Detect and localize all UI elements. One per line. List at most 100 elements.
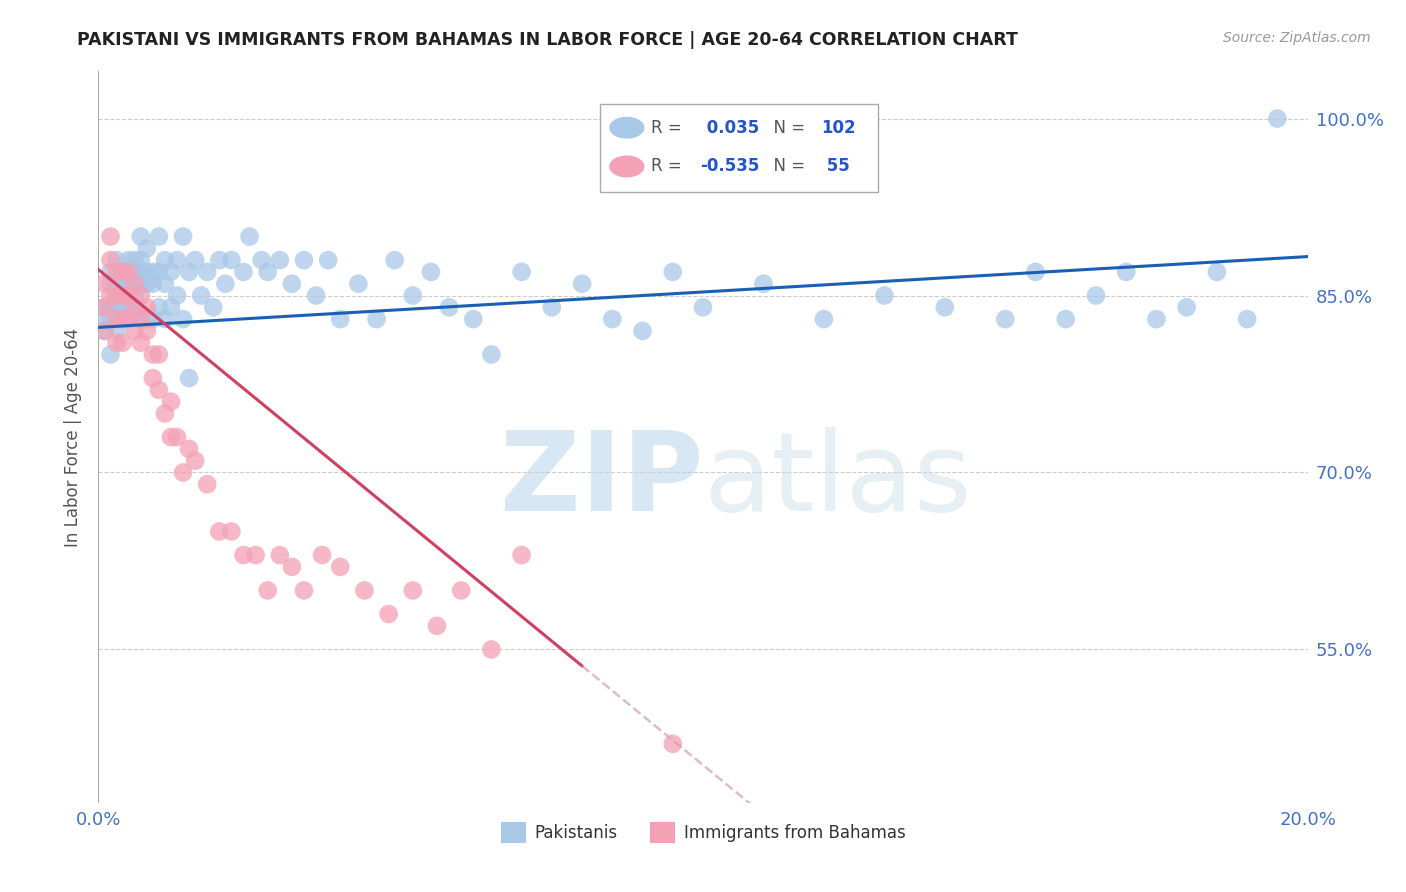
Point (602, 312, 624, 326)
Point (661, 265, 683, 279)
Point (813, 312, 835, 326)
Point (1024, 265, 1046, 279)
Point (148, 301, 170, 315)
Point (124, 277, 146, 291)
Point (100, 347, 122, 361)
Point (256, 265, 278, 279)
Point (179, 371, 201, 385)
Point (111, 312, 134, 326)
Point (1175, 301, 1198, 315)
Point (239, 229, 262, 244)
Point (105, 265, 128, 279)
Text: PAKISTANI VS IMMIGRANTS FROM BAHAMAS IN LABOR FORCE | AGE 20-64 CORRELATION CHAR: PAKISTANI VS IMMIGRANTS FROM BAHAMAS IN … (77, 31, 1018, 49)
Point (118, 312, 141, 326)
Point (481, 642, 503, 657)
Point (402, 288, 425, 302)
Point (135, 241, 157, 255)
Point (105, 312, 128, 326)
Point (100, 253, 122, 268)
Point (311, 548, 333, 562)
Point (100, 265, 122, 279)
Point (208, 253, 231, 268)
Point (118, 288, 141, 302)
Point (129, 288, 152, 302)
Point (245, 548, 267, 562)
Point (1267, 112, 1289, 126)
Point (934, 301, 956, 315)
Point (347, 277, 370, 291)
Legend: Pakistanis, Immigrants from Bahamas: Pakistanis, Immigrants from Bahamas (494, 815, 912, 849)
Point (111, 335, 134, 350)
Point (111, 312, 134, 326)
Point (105, 253, 128, 268)
Point (166, 253, 188, 268)
Point (124, 301, 146, 315)
Point (221, 253, 243, 268)
Point (994, 312, 1017, 326)
Point (184, 253, 207, 268)
Point (402, 583, 425, 598)
Point (111, 265, 134, 279)
Point (1054, 312, 1077, 326)
Point (142, 277, 165, 291)
Point (1144, 312, 1167, 326)
Point (384, 253, 406, 268)
Point (366, 312, 388, 326)
Text: R =: R = (651, 119, 688, 136)
Point (100, 301, 122, 315)
Point (111, 277, 134, 291)
Point (124, 301, 146, 315)
Point (153, 253, 176, 268)
Point (124, 324, 146, 338)
Point (100, 288, 122, 302)
Point (129, 229, 152, 244)
Point (129, 253, 152, 268)
Point (93, 324, 115, 338)
Point (135, 265, 157, 279)
Point (179, 442, 201, 456)
Point (105, 335, 128, 350)
Point (1085, 288, 1108, 302)
Point (124, 265, 146, 279)
Point (111, 288, 134, 302)
Point (118, 265, 141, 279)
Point (1206, 265, 1229, 279)
Point (142, 312, 165, 326)
Point (166, 430, 188, 444)
Point (100, 312, 122, 326)
Point (172, 466, 194, 480)
Point (426, 619, 449, 633)
Point (202, 301, 225, 315)
Point (752, 277, 775, 291)
Point (160, 394, 183, 409)
Point (160, 301, 183, 315)
Point (135, 301, 157, 315)
Point (118, 312, 141, 326)
Text: Source: ZipAtlas.com: Source: ZipAtlas.com (1223, 31, 1371, 45)
Point (129, 277, 152, 291)
Point (105, 324, 128, 338)
Point (105, 301, 128, 315)
Point (316, 253, 339, 268)
Point (510, 548, 533, 562)
Point (571, 277, 593, 291)
Point (135, 312, 157, 326)
Point (148, 347, 170, 361)
Text: 0.035: 0.035 (700, 119, 759, 136)
Point (93, 301, 115, 315)
Bar (600, 104, 879, 192)
Point (692, 301, 714, 315)
Point (148, 265, 170, 279)
Point (661, 737, 683, 751)
Point (269, 548, 291, 562)
Point (172, 229, 194, 244)
Point (93, 324, 115, 338)
Point (111, 301, 134, 315)
Point (105, 312, 128, 326)
Point (292, 253, 315, 268)
Point (100, 229, 122, 244)
Point (195, 477, 218, 491)
Point (281, 559, 304, 574)
Point (129, 335, 152, 350)
Point (111, 288, 134, 302)
